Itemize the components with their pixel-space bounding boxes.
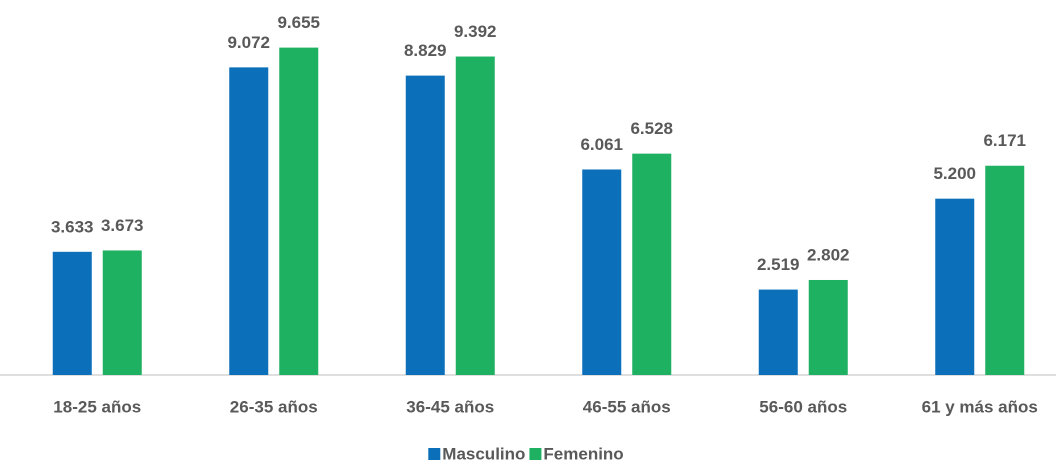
bar	[279, 47, 319, 375]
value-label: 6.528	[630, 119, 673, 138]
legend-label: Femenino	[543, 444, 623, 463]
value-label: 3.673	[101, 216, 144, 235]
value-label: 2.802	[807, 245, 850, 264]
bar	[455, 56, 495, 375]
legend-label: Masculino	[442, 444, 525, 463]
bar	[582, 169, 622, 375]
bar	[632, 153, 672, 375]
value-label: 9.072	[227, 33, 270, 52]
x-tick-label: 46-55 años	[583, 397, 671, 416]
x-tick-label: 26-35 años	[230, 397, 318, 416]
bar	[52, 251, 92, 375]
legend-swatch	[529, 448, 542, 460]
value-label: 5.200	[933, 164, 976, 183]
value-label: 6.171	[983, 131, 1026, 150]
x-tick-label: 61 y más años	[922, 397, 1038, 416]
value-label: 3.633	[51, 217, 94, 236]
bar	[405, 75, 445, 375]
value-label: 9.655	[277, 13, 320, 32]
bar	[758, 289, 798, 375]
bar	[935, 198, 975, 375]
x-tick-label: 18-25 años	[53, 397, 141, 416]
value-label: 6.061	[580, 135, 623, 154]
x-tick-label: 56-60 años	[759, 397, 847, 416]
value-label: 8.829	[404, 41, 447, 60]
bar	[229, 67, 269, 376]
x-tick-label: 36-45 años	[406, 397, 494, 416]
bar	[808, 279, 848, 375]
value-label: 9.392	[454, 22, 497, 41]
bar	[102, 250, 142, 375]
value-label: 2.519	[757, 255, 800, 274]
bar	[985, 165, 1025, 375]
legend-swatch	[428, 448, 441, 460]
